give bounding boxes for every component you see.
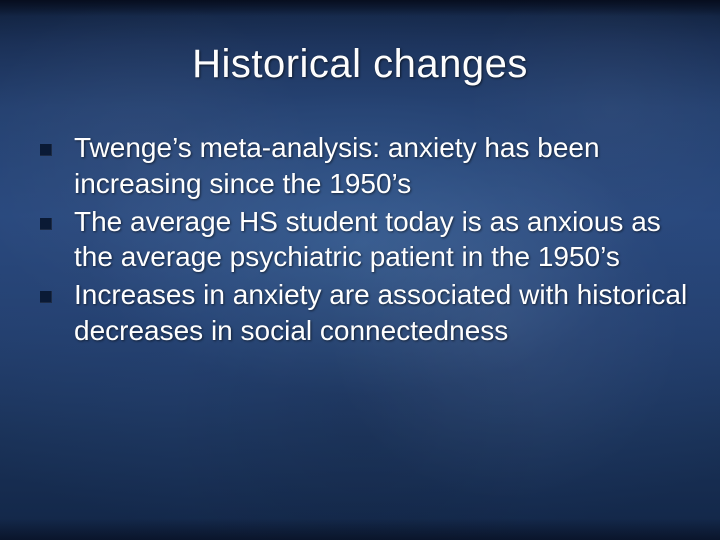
- slide: Historical changes Twenge’s meta-analysi…: [0, 0, 720, 540]
- bullet-square-icon: [40, 218, 52, 230]
- bullet-text: The average HS student today is as anxio…: [74, 204, 690, 276]
- slide-title: Historical changes: [0, 42, 720, 87]
- slide-body: Twenge’s meta-analysis: anxiety has been…: [40, 130, 690, 351]
- bullet-item: Increases in anxiety are associated with…: [40, 277, 690, 349]
- bullet-item: The average HS student today is as anxio…: [40, 204, 690, 276]
- bullet-text: Increases in anxiety are associated with…: [74, 277, 690, 349]
- bullet-item: Twenge’s meta-analysis: anxiety has been…: [40, 130, 690, 202]
- bullet-square-icon: [40, 291, 52, 303]
- bullet-text: Twenge’s meta-analysis: anxiety has been…: [74, 130, 690, 202]
- bullet-square-icon: [40, 144, 52, 156]
